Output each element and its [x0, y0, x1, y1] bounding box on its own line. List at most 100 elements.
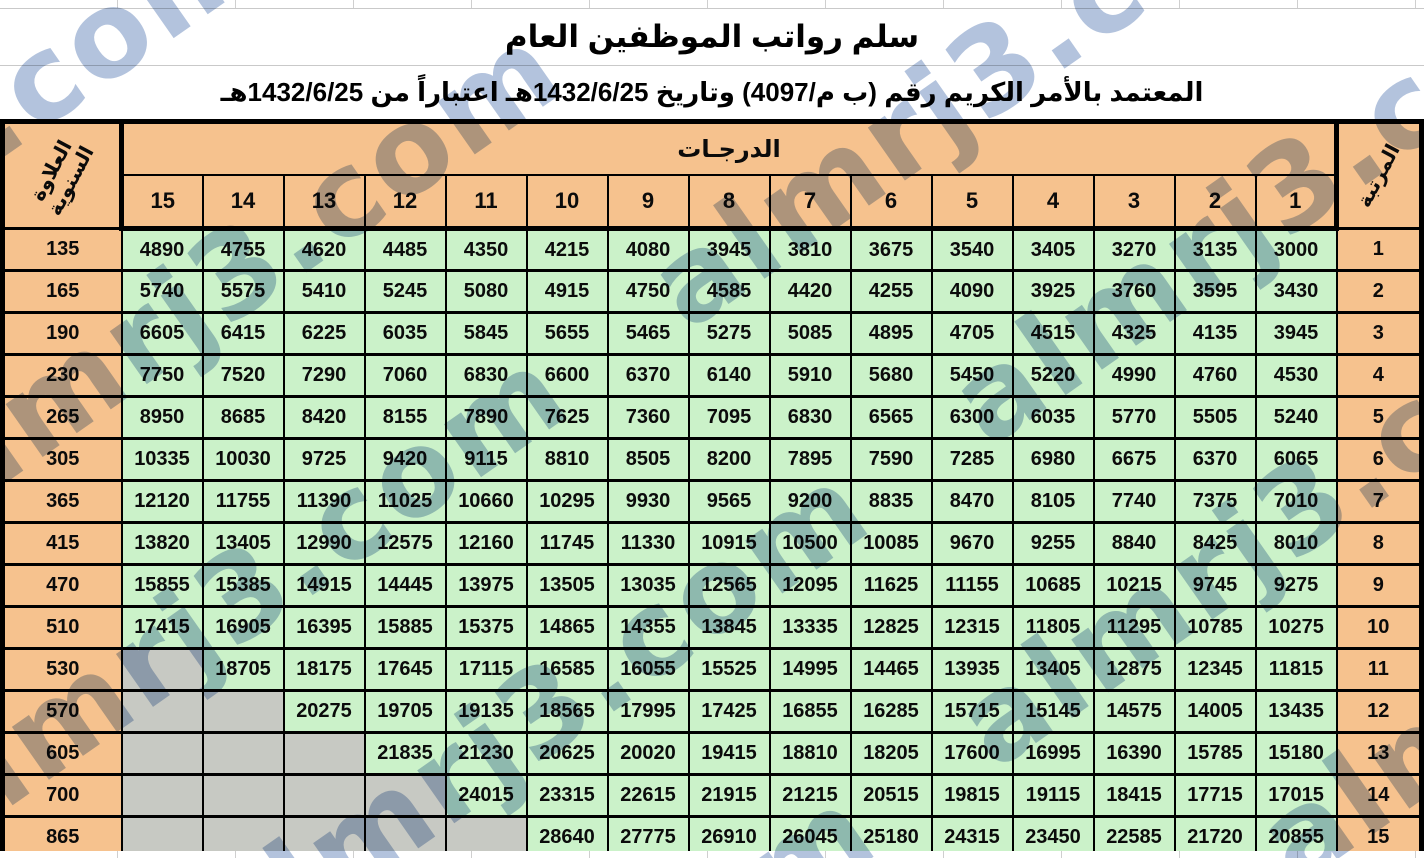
- salary-cell: 4215: [525, 227, 609, 272]
- annual-allowance-cell: 700: [1, 773, 123, 818]
- salary-cell: 11330: [606, 521, 690, 566]
- salary-cell: 10915: [687, 521, 771, 566]
- salary-cell: 9275: [1254, 563, 1338, 608]
- salary-cell: 6830: [444, 353, 528, 398]
- salary-cell: 5080: [444, 269, 528, 314]
- salary-cell: 9420: [363, 437, 447, 482]
- table-row: 135 4890 4755 4620 4485 4350 4215 4080 3945 3810 3…: [1, 227, 1423, 272]
- salary-cell: 6605: [120, 311, 204, 356]
- salary-cell: 5740: [120, 269, 204, 314]
- salary-cell: 7625: [525, 395, 609, 440]
- salary-cell: 12095: [768, 563, 852, 608]
- rank-cell: 13: [1335, 731, 1423, 776]
- salary-cell: 6065: [1254, 437, 1338, 482]
- salary-cell: 20625: [525, 731, 609, 776]
- annual-allowance-cell: 570: [1, 689, 123, 734]
- salary-cell: 6830: [768, 395, 852, 440]
- salary-cell: 13845: [687, 605, 771, 650]
- salary-cell: 15525: [687, 647, 771, 692]
- annual-allowance-cell: 470: [1, 563, 123, 608]
- salary-cell: 3595: [1173, 269, 1257, 314]
- salary-cell: 6140: [687, 353, 771, 398]
- table-row: 470 15855 15385 14915 14445 13975 13505 13035 12…: [1, 563, 1423, 608]
- salary-cell: 24015: [444, 773, 528, 818]
- empty-cell: [120, 731, 204, 776]
- salary-cell: 3540: [930, 227, 1014, 272]
- salary-cell: 19135: [444, 689, 528, 734]
- salary-cell: 3760: [1092, 269, 1176, 314]
- subtitle-row: المعتمد بالأمر الكريم رقم ⁦(4097/م‎ ب)⁩ …: [0, 65, 1424, 119]
- table-row: 530 18705 18175 17645 17115 16585 16055 15525 14…: [1, 647, 1423, 692]
- grade-column-header: 15: [120, 174, 204, 231]
- salary-cell: 15145: [1011, 689, 1095, 734]
- salary-cell: 10660: [444, 479, 528, 524]
- salary-cell: 17995: [606, 689, 690, 734]
- salary-cell: 8155: [363, 395, 447, 440]
- salary-cell: 10085: [849, 521, 933, 566]
- empty-cell: [363, 773, 447, 818]
- salary-cell: 5465: [606, 311, 690, 356]
- salary-cell: 18810: [768, 731, 852, 776]
- grade-column-header: 12: [363, 174, 447, 231]
- salary-cell: 11745: [525, 521, 609, 566]
- title-row: سلم رواتب الموظفين العام: [0, 8, 1424, 65]
- salary-cell: 4585: [687, 269, 771, 314]
- salary-cell: 5680: [849, 353, 933, 398]
- salary-cell: 10030: [201, 437, 285, 482]
- salary-cell: 4760: [1173, 353, 1257, 398]
- salary-cell: 10685: [1011, 563, 1095, 608]
- salary-cell: 7095: [687, 395, 771, 440]
- salary-cell: 9565: [687, 479, 771, 524]
- salary-cell: 4915: [525, 269, 609, 314]
- salary-cell: 19415: [687, 731, 771, 776]
- salary-cell: 14465: [849, 647, 933, 692]
- salary-cell: 21230: [444, 731, 528, 776]
- salary-cell: 3945: [1254, 311, 1338, 356]
- salary-cell: 14915: [282, 563, 366, 608]
- page-title: سلم رواتب الموظفين العام: [504, 19, 920, 54]
- grades-header-row: العلاوة السنوية الدرجـات المرتبة: [1, 120, 1423, 230]
- annual-allowance-cell: 135: [1, 227, 123, 272]
- rank-cell: 4: [1335, 353, 1423, 398]
- salary-cell: 4530: [1254, 353, 1338, 398]
- salary-cell: 17415: [120, 605, 204, 650]
- salary-cell: 5220: [1011, 353, 1095, 398]
- salary-cell: 6035: [363, 311, 447, 356]
- salary-cell: 14995: [768, 647, 852, 692]
- salary-cell: 5410: [282, 269, 366, 314]
- rank-cell: 8: [1335, 521, 1423, 566]
- salary-cell: 9255: [1011, 521, 1095, 566]
- salary-cell: 4515: [1011, 311, 1095, 356]
- salary-cell: 10335: [120, 437, 204, 482]
- salary-cell: 7890: [444, 395, 528, 440]
- salary-cell: 6370: [1173, 437, 1257, 482]
- salary-cell: 3000: [1254, 227, 1338, 272]
- grade-column-header: 3: [1092, 174, 1176, 231]
- salary-cell: 7740: [1092, 479, 1176, 524]
- salary-cell: 4620: [282, 227, 366, 272]
- salary-cell: 8950: [120, 395, 204, 440]
- salary-cell: 5655: [525, 311, 609, 356]
- salary-cell: 12160: [444, 521, 528, 566]
- salary-cell: 4990: [1092, 353, 1176, 398]
- salary-cell: 19815: [930, 773, 1014, 818]
- table-row: 510 17415 16905 16395 15885 15375 14865 14355 13…: [1, 605, 1423, 650]
- grade-column-header: 11: [444, 174, 528, 231]
- grade-column-header: 14: [201, 174, 285, 231]
- salary-cell: 7290: [282, 353, 366, 398]
- salary-cell: 11390: [282, 479, 366, 524]
- salary-cell: 5245: [363, 269, 447, 314]
- salary-cell: 8105: [1011, 479, 1095, 524]
- rank-cell: 14: [1335, 773, 1423, 818]
- salary-cell: 8420: [282, 395, 366, 440]
- salary-cell: 20515: [849, 773, 933, 818]
- empty-cell: [201, 773, 285, 818]
- salary-cell: 4325: [1092, 311, 1176, 356]
- salary-cell: 11295: [1092, 605, 1176, 650]
- salary-cell: 3135: [1173, 227, 1257, 272]
- salary-cell: 3270: [1092, 227, 1176, 272]
- salary-cell: 13405: [201, 521, 285, 566]
- rank-cell: 2: [1335, 269, 1423, 314]
- salary-cell: 19115: [1011, 773, 1095, 818]
